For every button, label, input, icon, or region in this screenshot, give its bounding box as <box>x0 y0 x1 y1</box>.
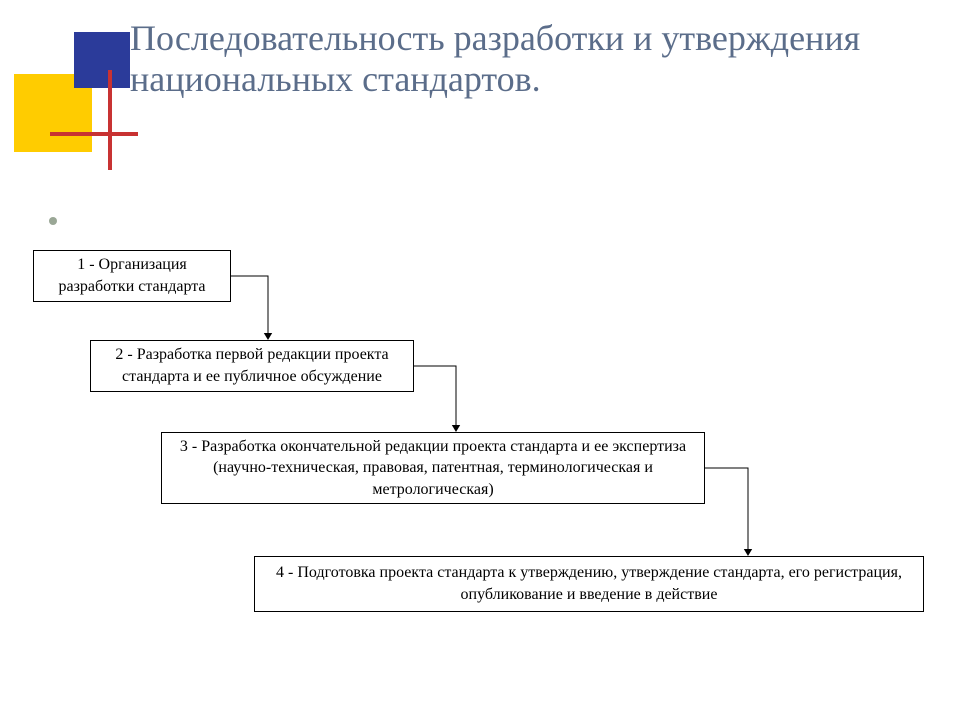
flow-edge-3 <box>696 459 757 565</box>
flow-node-label: 3 - Разработка окончательной редакции пр… <box>170 436 696 501</box>
page-title: Последовательность разработки и утвержде… <box>130 18 920 101</box>
flow-node-label: 2 - Разработка первой редакции проекта с… <box>99 344 405 387</box>
flow-node-label: 1 - Организация разработки стандарта <box>42 254 222 297</box>
flow-edge-2 <box>405 357 465 441</box>
flow-node-1: 1 - Организация разработки стандарта <box>33 250 231 302</box>
flow-node-4: 4 - Подготовка проекта стандарта к утвер… <box>254 556 924 612</box>
bullet-icon <box>49 217 57 225</box>
flow-node-label: 4 - Подготовка проекта стандарта к утвер… <box>263 562 915 605</box>
decor-blue-square <box>74 32 130 88</box>
decor-red-vline <box>108 70 112 170</box>
decor-red-hline <box>50 132 138 136</box>
slide: Последовательность разработки и утвержде… <box>0 0 960 720</box>
flow-node-3: 3 - Разработка окончательной редакции пр… <box>161 432 705 504</box>
flow-edge-1 <box>222 267 277 349</box>
